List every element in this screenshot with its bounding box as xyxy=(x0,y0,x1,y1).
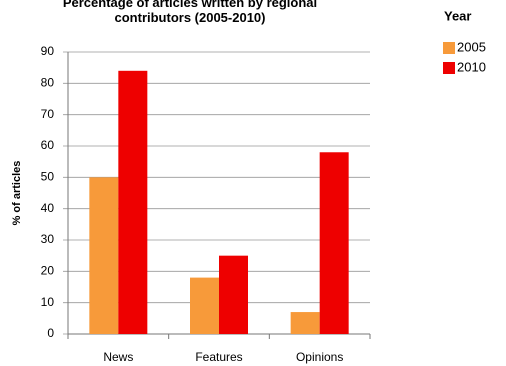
y-axis-label: % of articles xyxy=(11,161,23,226)
bar xyxy=(89,177,119,334)
y-tick-label: 50 xyxy=(41,170,55,184)
y-tick-label: 90 xyxy=(41,44,55,58)
y-tick-label: 10 xyxy=(41,295,55,309)
bar xyxy=(118,70,148,335)
legend-label: 2005 xyxy=(457,39,486,54)
y-tick-label: 70 xyxy=(41,107,55,121)
legend-swatch xyxy=(443,42,455,54)
legend-label: 2010 xyxy=(457,59,486,74)
legend-title: Year xyxy=(444,8,471,23)
bar xyxy=(219,255,248,334)
x-tick-label: News xyxy=(103,350,133,364)
legend-swatch xyxy=(443,62,455,74)
x-tick-label: Features xyxy=(195,350,242,364)
y-tick-label: 0 xyxy=(47,326,54,340)
y-tick-label: 30 xyxy=(41,232,55,246)
bar xyxy=(190,277,219,334)
y-tick-label: 40 xyxy=(41,201,55,215)
x-tick-label: Opinions xyxy=(296,350,343,364)
bar xyxy=(290,312,320,334)
bar xyxy=(319,152,349,334)
chart-title: Percentage of articles written by region… xyxy=(62,0,318,25)
y-tick-label: 60 xyxy=(41,138,55,152)
y-tick-label: 20 xyxy=(41,264,55,278)
y-tick-label: 80 xyxy=(41,76,55,90)
